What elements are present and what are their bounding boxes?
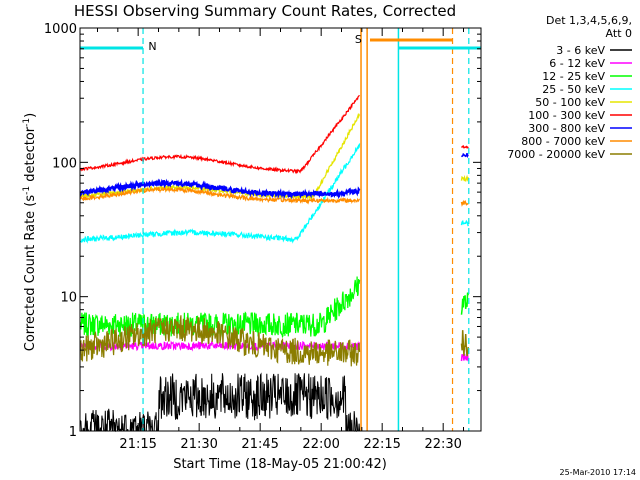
y-axis-label: Corrected Count Rate (s-1 detector-1): [22, 113, 38, 351]
legend-header-line2: Att 0: [606, 27, 632, 40]
y-tick-label: 10: [60, 291, 77, 306]
y-axis-label-sup1: -1: [22, 186, 32, 195]
x-tick-label: 22:00: [302, 437, 339, 452]
series-0-line: [79, 372, 361, 433]
series-6-line: [79, 178, 361, 200]
x-axis-label: Start Time (18-May-05 21:00:42): [173, 457, 387, 472]
legend-header-line1: Det 1,3,4,5,6,9,: [546, 14, 632, 27]
series-6-tail: [460, 152, 469, 159]
y-axis-label-end: ): [23, 113, 38, 118]
legend-entry-label: 800 - 7000 keV: [521, 135, 605, 148]
y-tick-label: 1000: [44, 22, 77, 37]
y-axis-label-mid: detector: [23, 126, 38, 186]
x-tick-label: 21:45: [241, 437, 278, 452]
night-label: N: [148, 40, 156, 53]
y-tick-label: 100: [52, 156, 77, 171]
y-axis-label-sup2: -1: [22, 118, 32, 127]
legend-entry-label: 25 - 50 keV: [542, 83, 605, 96]
legend-entry-label: 7000 - 20000 keV: [507, 148, 605, 161]
legend-entry-label: 6 - 12 keV: [549, 57, 605, 70]
x-tick-label: 22:30: [424, 437, 461, 452]
series-4-line: [79, 113, 361, 201]
series-5-tail: [461, 145, 469, 149]
legend-entry-label: 300 - 800 keV: [528, 122, 605, 135]
series-2-tail: [460, 292, 469, 315]
series-3-tail: [460, 219, 469, 227]
series-3-line: [80, 143, 361, 244]
series-4-tail: [460, 174, 469, 182]
legend-entry-label: 100 - 300 keV: [528, 109, 605, 122]
legend-entry-label: 50 - 100 keV: [535, 96, 605, 109]
legend-entry-label: 12 - 25 keV: [542, 70, 605, 83]
series-7-tail: [460, 199, 469, 207]
plot-frame: [79, 27, 482, 432]
curve-layer: NS: [79, 28, 481, 433]
series-5-line: [79, 94, 360, 175]
legend-entry-label: 3 - 6 keV: [556, 44, 605, 57]
series-7-line: [80, 185, 361, 205]
series-8-line: [80, 315, 361, 367]
y-axis-label-main: Corrected Count Rate (s: [23, 195, 38, 352]
saa-label: S: [355, 33, 362, 46]
y-tick-label: 1: [69, 425, 77, 440]
x-tick-label: 21:15: [119, 437, 156, 452]
series-8-tail: [460, 330, 469, 357]
x-tick-label: 21:30: [180, 437, 217, 452]
chart-title: HESSI Observing Summary Count Rates, Cor…: [74, 2, 456, 20]
tick-layer: 21:15 21:30 21:45 22:00 22:15 22:30 1 10 100 1000: [44, 22, 481, 452]
footer-timestamp: 25-Mar-2010 17:14: [560, 468, 637, 477]
x-tick-label: 22:15: [363, 437, 400, 452]
